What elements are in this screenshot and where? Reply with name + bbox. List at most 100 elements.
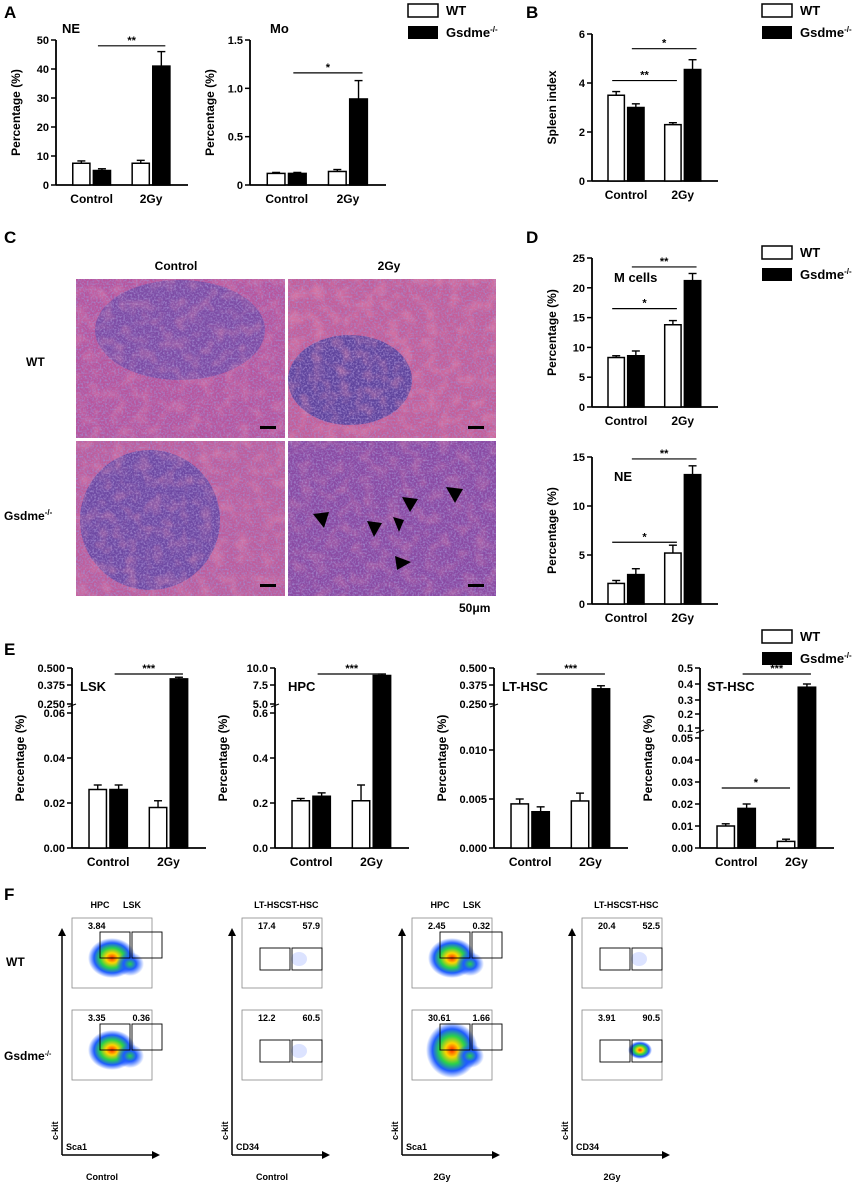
chart-A2: 0 0.5 1.0 1.5 Percentage (%) Mo Control 2Gy * <box>203 21 386 206</box>
y-axis-label: Percentage (%) <box>216 715 230 802</box>
flow-cytometry-panel: WT Gsdme-/- HPC LSK 3.84 3.35 0.36 c-kit Sca1 Con… <box>4 900 670 1182</box>
axis-break <box>695 729 705 734</box>
axis-break <box>67 703 77 708</box>
flow-column-label: 2Gy <box>603 1172 620 1182</box>
flow-gate-value: 0.36 <box>132 1013 150 1023</box>
bar-wt <box>351 800 371 849</box>
x-tick-label: Control <box>605 188 648 202</box>
significance-label: ** <box>660 256 669 268</box>
chart-title: HPC <box>288 679 316 694</box>
panel-label-c: C <box>4 228 16 247</box>
chart-title: ST-HSC <box>707 679 755 694</box>
x-tick-label: 2Gy <box>337 192 360 206</box>
y-tick-label: 2 <box>579 127 585 139</box>
y-tick-label: 0.2 <box>678 709 693 721</box>
y-tick-label: 10.0 <box>247 663 268 675</box>
bar-ko <box>152 65 171 186</box>
y-tick-label: 0.03 <box>672 777 693 789</box>
y-axis-label: Spleen index <box>545 70 559 144</box>
bar-wt <box>327 170 347 186</box>
legend-label-ko: Gsdme-/- <box>800 651 852 666</box>
legend-a: WT Gsdme-/- <box>407 3 498 40</box>
panel-label-d: D <box>526 228 538 247</box>
bar-ko <box>683 279 702 408</box>
legend-swatch-ko <box>408 26 438 39</box>
x-tick-label: Control <box>605 414 648 428</box>
flow-column-label: 2Gy <box>433 1172 450 1182</box>
y-tick-label: 15 <box>573 452 585 464</box>
y-tick-label: 0 <box>579 402 585 414</box>
legend-label-wt: WT <box>800 629 820 644</box>
flow-density <box>291 952 307 966</box>
bar-wt <box>510 803 530 849</box>
bar-ko <box>626 106 645 182</box>
flow-y-axis-label: c-kit <box>390 1121 400 1140</box>
panel-label-e: E <box>4 640 15 659</box>
significance-label: ** <box>127 35 136 47</box>
y-axis-label: Percentage (%) <box>545 289 559 376</box>
flow-plot: 3.91 90.5 <box>581 1009 663 1081</box>
y-tick-label: 0.250 <box>37 699 65 711</box>
histology-image-ko-2gy <box>288 441 496 596</box>
histology-panel: Control 2Gy WT Gsdme-/- <box>4 259 496 615</box>
significance-label: ** <box>640 70 649 82</box>
flow-gate <box>471 1023 503 1051</box>
chart-E1: 0.00 0.02 0.04 0.060.250 0.375 0.500 Percentag… <box>13 663 206 869</box>
flow-gate-value: 90.5 <box>642 1013 660 1023</box>
bar-ko <box>797 686 817 849</box>
flow-row-label: Gsdme-/- <box>4 1049 52 1063</box>
y-tick-label: 0 <box>237 180 243 192</box>
flow-gate <box>131 1023 163 1051</box>
significance-label: *** <box>770 663 784 675</box>
bar-ko <box>169 678 189 849</box>
x-tick-label: Control <box>265 192 308 206</box>
legend-swatch-wt <box>761 3 793 18</box>
y-tick-label: 25 <box>573 253 585 265</box>
bar-ko <box>591 688 611 849</box>
arrow-right-icon <box>322 1151 330 1159</box>
bar-ko <box>109 788 129 849</box>
arrow-up-icon <box>58 928 66 936</box>
x-tick-label: Control <box>715 855 758 869</box>
x-tick-label: Control <box>87 855 130 869</box>
flow-plot: 3.84 <box>71 917 163 989</box>
y-tick-label: 5 <box>579 550 585 562</box>
flow-x-axis-label: CD34 <box>576 1142 599 1152</box>
y-axis-label: Percentage (%) <box>9 69 23 156</box>
panel-label-f: F <box>4 885 14 904</box>
y-tick-label: 0.00 <box>44 843 65 855</box>
chart-title: LT-HSC <box>502 679 549 694</box>
y-axis-label: Percentage (%) <box>435 715 449 802</box>
arrow-right-icon <box>492 1151 500 1159</box>
y-tick-label: 0 <box>579 176 585 188</box>
bar-wt <box>663 552 682 605</box>
y-axis-label: Percentage (%) <box>641 715 655 802</box>
y-tick-label: 0 <box>579 599 585 611</box>
y-tick-label: 0.4 <box>253 753 269 765</box>
bar-ko <box>312 795 332 849</box>
histology-col-header: Control <box>155 259 198 273</box>
y-tick-label: 0.01 <box>672 821 693 833</box>
flow-density <box>291 1044 307 1058</box>
bar-ko <box>737 807 757 849</box>
y-axis-label: Percentage (%) <box>545 487 559 574</box>
flow-plot-frame <box>581 917 663 989</box>
legend-label-wt: WT <box>446 3 466 18</box>
axis-break <box>270 703 280 708</box>
y-tick-label: 10 <box>573 342 585 354</box>
flow-density <box>631 952 647 966</box>
y-tick-label: 1.0 <box>228 83 243 95</box>
significance-label: *** <box>142 663 156 675</box>
flow-gate-value: 17.4 <box>258 921 276 931</box>
x-tick-label: 2Gy <box>140 192 163 206</box>
flow-gate-value: 0.32 <box>472 921 490 931</box>
flow-gate-value: 3.91 <box>598 1013 616 1023</box>
significance-label: ** <box>660 448 669 460</box>
bar-wt <box>266 172 286 186</box>
flow-y-axis-label: c-kit <box>220 1121 230 1140</box>
legend-swatch-wt <box>407 3 439 18</box>
axis-break <box>489 703 499 708</box>
significance-label: *** <box>345 663 359 675</box>
y-axis-label: Percentage (%) <box>13 715 27 802</box>
